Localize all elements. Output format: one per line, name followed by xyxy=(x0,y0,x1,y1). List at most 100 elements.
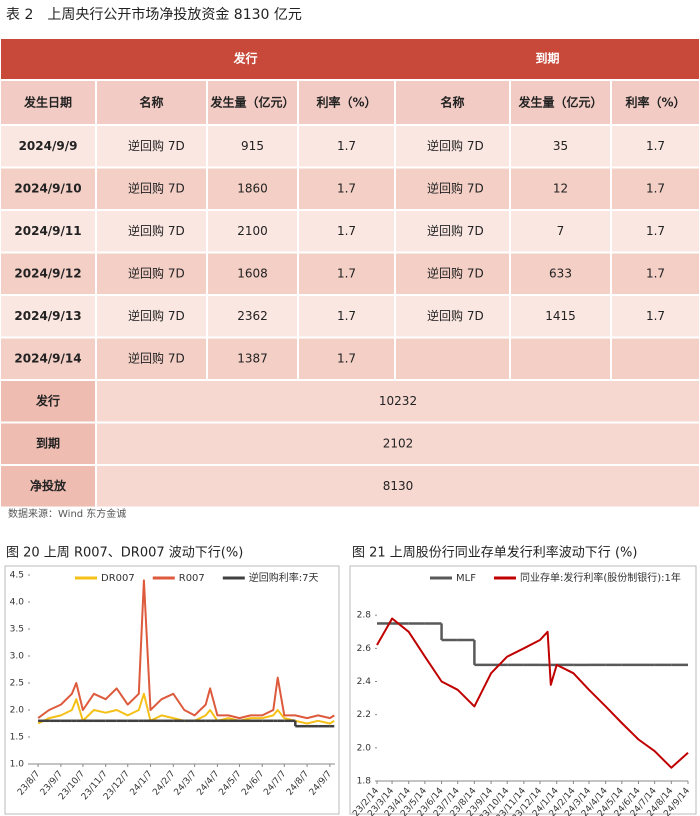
chart-frame xyxy=(349,565,697,815)
group-header: 发行 xyxy=(232,51,257,66)
table-cell xyxy=(206,336,299,381)
table-cell-text: 逆回购 7D xyxy=(427,180,484,195)
table-cell-text: 逆回购 7D xyxy=(427,265,484,280)
series-line xyxy=(37,579,335,720)
legend-label: R007 xyxy=(179,573,205,584)
table-cell xyxy=(95,421,700,466)
column-header: 名称 xyxy=(440,95,464,110)
table-title: 表 2 上周央行公开市场净投放资金 8130 亿元 xyxy=(6,6,302,23)
x-tick-label: 24/4/7 xyxy=(195,769,221,798)
table-cell xyxy=(610,166,700,211)
table-cell xyxy=(610,336,700,381)
table-cell-text: 2362 xyxy=(237,309,268,323)
x-tick-label: 23/8/7 xyxy=(16,769,42,798)
table-cell-text: 逆回购 7D xyxy=(128,138,185,153)
table-cell xyxy=(297,294,396,339)
y-tick-label: 4.0 xyxy=(10,598,25,608)
table-cell-text: 1.7 xyxy=(646,266,665,280)
y-tick-label: 2.8 xyxy=(357,611,372,621)
table-cell xyxy=(95,251,208,296)
column-header: 发生量（亿元） xyxy=(517,95,602,110)
table-cell-text: 逆回购 7D xyxy=(427,308,484,323)
table-cell-text: 2024/9/11 xyxy=(14,224,81,238)
legend-label: 同业存单:发行利率(股份制银行):1年 xyxy=(520,571,681,584)
table-cell-text: 2100 xyxy=(237,224,268,238)
x-tick-label: 24/8/7 xyxy=(285,769,311,798)
legend-label: 逆回购利率:7天 xyxy=(249,571,319,584)
legend-label: DR007 xyxy=(101,573,135,584)
chart-title: 图 20 上周 R007、DR007 波动下行(%) xyxy=(6,546,243,561)
table-cell-text: 2024/9/12 xyxy=(14,266,81,280)
y-tick-label: 2.0 xyxy=(10,706,25,716)
table-cell-text: 915 xyxy=(241,139,264,153)
table-cell-text: 35 xyxy=(553,139,568,153)
summary-value: 2102 xyxy=(383,436,414,450)
table-cell xyxy=(0,37,700,81)
table-cell xyxy=(95,209,208,254)
table-cell-text: 1.7 xyxy=(337,351,356,365)
table-cell-text: 1.7 xyxy=(337,266,356,280)
group-header: 到期 xyxy=(535,51,559,66)
y-tick-label: 1.0 xyxy=(10,760,25,770)
table-cell-text: 1.7 xyxy=(646,181,665,195)
table-cell-text: 12 xyxy=(553,181,568,195)
y-tick-label: 2.0 xyxy=(357,743,372,753)
table-cell-text: 逆回购 7D xyxy=(427,223,484,238)
table-cell-text: 逆回购 7D xyxy=(128,308,185,323)
table-cell xyxy=(394,166,511,211)
x-tick-label: 24/3/7 xyxy=(173,769,199,798)
table-cell xyxy=(95,79,208,126)
table-cell-text: 逆回购 7D xyxy=(427,138,484,153)
x-tick-label: 24/5/7 xyxy=(217,769,243,798)
x-tick-label: 24/1/7 xyxy=(128,769,154,798)
y-tick-label: 3.5 xyxy=(10,625,24,635)
table-cell xyxy=(297,209,396,254)
chart-frame xyxy=(4,565,340,815)
table-cell xyxy=(610,209,700,254)
table-cell xyxy=(394,336,511,381)
table-cell xyxy=(95,379,700,424)
table-cell-text: 1.7 xyxy=(646,224,665,238)
table-cell xyxy=(509,251,612,296)
x-tick-label: 24/6/7 xyxy=(240,769,266,798)
table-cell xyxy=(509,336,612,381)
table-cell-text: 2024/9/10 xyxy=(14,181,81,195)
column-header: 发生量（亿元） xyxy=(209,95,294,110)
summary-value: 8130 xyxy=(383,479,414,493)
table-cell xyxy=(95,294,208,339)
y-tick-label: 2.5 xyxy=(10,679,24,689)
table-cell-text: 1.7 xyxy=(337,181,356,195)
x-tick-label: 24/9/7 xyxy=(308,769,334,798)
table-cell-text: 1860 xyxy=(237,181,268,195)
column-header: 发生日期 xyxy=(23,95,72,110)
table-cell xyxy=(0,294,97,339)
table-cell xyxy=(0,421,97,466)
table-cell-text: 逆回购 7D xyxy=(128,350,185,365)
table-cell-text: 2024/9/9 xyxy=(19,139,78,153)
table-cell xyxy=(509,166,612,211)
y-tick-label: 1.8 xyxy=(357,777,372,787)
table-cell-text: 逆回购 7D xyxy=(128,265,185,280)
table-cell-text: 逆回购 7D xyxy=(128,223,185,238)
summary-label: 净投放 xyxy=(30,478,67,493)
table-cell-text: 1608 xyxy=(237,266,268,280)
table-cell-text: 2024/9/14 xyxy=(14,351,81,365)
table-cell xyxy=(509,124,612,169)
table-cell-text: 7 xyxy=(557,224,565,238)
table-cell xyxy=(95,464,700,509)
legend-label: MLF xyxy=(456,573,476,584)
source-note: 数据来源：Wind 东方金诚 xyxy=(8,507,126,520)
y-tick-label: 1.5 xyxy=(10,733,24,743)
table-cell-text: 633 xyxy=(549,266,572,280)
y-tick-label: 2.2 xyxy=(357,710,371,720)
y-tick-label: 2.6 xyxy=(357,644,372,654)
chart-title: 图 21 上周股份行同业存单发行利率波动下行 (%) xyxy=(352,545,637,561)
summary-value: 10232 xyxy=(379,394,417,408)
table-cell xyxy=(297,124,396,169)
x-tick-label: 24/7/7 xyxy=(262,769,288,798)
table-cell xyxy=(610,79,700,126)
summary-label: 到期 xyxy=(36,435,60,450)
column-header: 名称 xyxy=(139,95,163,110)
table-cell-text: 1.7 xyxy=(337,309,356,323)
column-header: 利率（%） xyxy=(316,95,376,110)
